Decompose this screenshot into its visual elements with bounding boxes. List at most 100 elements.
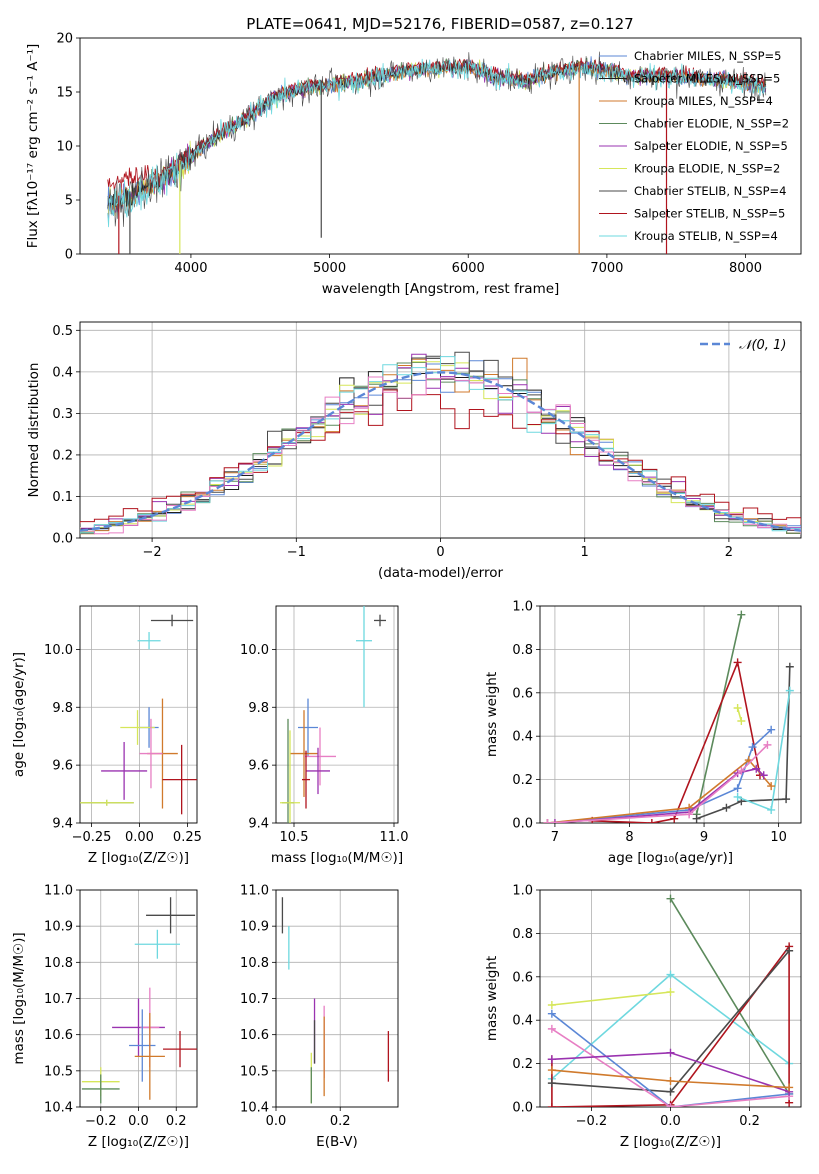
x-tick-label: 1 (581, 545, 589, 560)
x-tick-label: 0.0 (266, 1114, 287, 1129)
y-tick-label: 10.6 (240, 1028, 269, 1043)
y-tick-label: 0.2 (52, 448, 73, 463)
weight-line (551, 991, 671, 1006)
weight-marker (785, 946, 794, 955)
y-tick-label: 0.0 (512, 1101, 533, 1116)
y-tick-label: 11.0 (240, 884, 269, 899)
y-axis-label: mass weight (484, 672, 500, 757)
weight-marker (737, 717, 746, 726)
x-tick-label: 4000 (174, 261, 207, 276)
page-title: PLATE=0641, MJD=52176, FIBERID=0587, z=0… (246, 15, 633, 33)
y-tick-label: 10.0 (240, 643, 269, 658)
weight-marker (767, 782, 776, 791)
weight-marker (547, 1024, 556, 1033)
x-tick-label: 0.2 (166, 1114, 187, 1129)
weight-marker (748, 743, 757, 752)
y-tick-label: 0.2 (512, 1057, 533, 1072)
legend-label: Kroupa STELIB, N_SSP=4 (634, 229, 778, 243)
x-axis-label: age [log₁₀(age/yr)] (608, 850, 733, 866)
y-axis-label: age [log₁₀(age/yr)] (11, 652, 27, 777)
y-tick-label: 10.4 (44, 1101, 73, 1116)
y-tick-label: 10.8 (44, 956, 73, 971)
x-tick-label: 0.00 (125, 830, 154, 845)
weight-marker (666, 970, 675, 979)
legend-label: 𝒩(0, 1) (739, 338, 786, 353)
x-axis-label: (data-model)/error (378, 565, 504, 581)
y-tick-label: 0.4 (512, 1014, 533, 1029)
mass_vs_Z-panel: −0.2 0.0 0.2 10.4 10.5 10.6 10.7 10.8 10.9 11.0 Z … (11, 884, 198, 1150)
weight-marker (647, 819, 656, 823)
legend-label: Salpeter STELIB, N_SSP=5 (634, 207, 785, 221)
x-axis-label: Z [log₁₀(Z/Z☉)] (620, 1134, 721, 1150)
spectrum-legend: Chabrier MILES, N_SSP=5 Salpeter MILES, N… (599, 49, 789, 243)
y-tick-label: 0.6 (512, 970, 533, 985)
y-tick-label: 9.6 (248, 759, 269, 774)
y-tick-label: 9.8 (248, 701, 269, 716)
weight-marker (767, 805, 776, 814)
y-tick-label: 10.8 (240, 956, 269, 971)
y-tick-label: 10.7 (240, 992, 269, 1007)
normal-curve (79, 371, 802, 532)
x-tick-label: 0.0 (128, 1114, 149, 1129)
weight-marker (733, 792, 742, 801)
y-axis-label: Normed distribution (26, 363, 42, 498)
x-tick-label: −0.2 (85, 1114, 117, 1129)
weight-line (551, 1013, 790, 1107)
y-tick-label: 9.4 (248, 817, 269, 832)
weight-marker (733, 784, 742, 793)
weight-marker (782, 795, 791, 804)
y-tick-label: 10.9 (240, 920, 269, 935)
weight-marker (547, 1009, 556, 1018)
legend-label: Kroupa MILES, N_SSP=4 (634, 94, 773, 108)
x-tick-label: 5000 (313, 261, 346, 276)
x-axis-label: Z [log₁₀(Z/Z☉)] (88, 1134, 189, 1150)
weight-marker (785, 686, 794, 695)
weight-marker (547, 1079, 556, 1088)
weight-marker (722, 803, 731, 812)
y-tick-label: 0.2 (512, 773, 533, 788)
y-tick-label: 0 (65, 248, 73, 263)
spectrum-panel: 4000 5000 6000 7000 8000 0 5 10 15 20 wavelength [… (25, 32, 802, 297)
weight-line (551, 1028, 790, 1107)
weight-marker (666, 894, 675, 903)
weight-marker (752, 764, 761, 773)
weight-marker (666, 1048, 675, 1057)
y-tick-label: 1.0 (512, 600, 533, 615)
x-axis-label: Z [log₁₀(Z/Z☉)] (88, 850, 189, 866)
spectrum-line (107, 51, 767, 227)
y-tick-label: 10.0 (44, 643, 73, 658)
y-tick-label: 10.5 (240, 1064, 269, 1079)
x-tick-label: −1 (287, 545, 306, 560)
spectrum-line (107, 58, 766, 228)
x-tick-label: 0.2 (739, 1114, 760, 1129)
weight-line (547, 744, 768, 823)
x-tick-label: 8 (625, 830, 633, 845)
x-tick-label: 9 (700, 830, 708, 845)
y-tick-label: 9.8 (52, 701, 73, 716)
y-tick-label: 10.7 (44, 992, 73, 1007)
legend-label: Salpeter MILES, N_SSP=5 (634, 72, 780, 86)
legend-label: Kroupa ELODIE, N_SSP=2 (634, 162, 780, 176)
age_vs_Z-panel: −0.25 0.00 0.25 9.4 9.6 9.8 10.0 Z [log₁₀(Z/Z☉)… (11, 605, 202, 866)
weight-marker (550, 819, 559, 823)
weight-marker (666, 987, 675, 996)
weight-marker (692, 814, 701, 823)
weight-line (554, 767, 765, 823)
x-axis-label: wavelength [Angstrom, rest frame] (322, 281, 560, 297)
weight-marker (733, 658, 742, 667)
weight-marker (737, 610, 746, 619)
x-tick-label: 11.0 (380, 830, 409, 845)
histogram-line (80, 376, 801, 535)
weight-marker (547, 1103, 556, 1107)
y-tick-label: 9.6 (52, 759, 73, 774)
x-tick-label: 2 (725, 545, 733, 560)
weight-marker (543, 819, 552, 823)
weight_vs_age-panel: 7 8 9 10 0.0 0.2 0.4 0.6 0.8 1.0 age [log₁₀(age/yr… (484, 600, 802, 866)
x-tick-label: 10.5 (280, 830, 309, 845)
weight-marker (547, 1055, 556, 1064)
weight-marker (547, 1001, 556, 1010)
legend-label: Salpeter ELODIE, N_SSP=5 (634, 139, 788, 153)
weight-line (592, 659, 761, 823)
weight-marker (666, 1087, 675, 1096)
y-tick-label: 0.3 (52, 407, 73, 422)
